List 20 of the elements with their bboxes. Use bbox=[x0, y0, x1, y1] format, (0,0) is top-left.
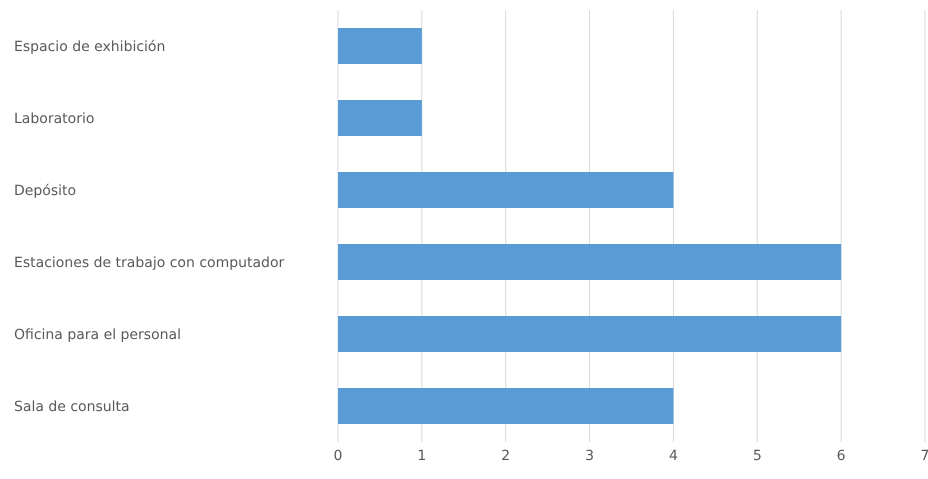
x-tick-label: 7 bbox=[920, 448, 928, 464]
x-tick-label: 0 bbox=[334, 448, 342, 464]
x-tick-label: 2 bbox=[501, 448, 510, 464]
x-tick-label: 6 bbox=[836, 448, 846, 464]
x-tick-label: 4 bbox=[668, 448, 678, 464]
bar bbox=[338, 28, 422, 64]
y-tick-label: Espacio de exhibición bbox=[14, 39, 166, 55]
y-tick-label: Estaciones de trabajo con computador bbox=[14, 255, 285, 271]
bar bbox=[338, 100, 422, 136]
bar bbox=[338, 244, 842, 280]
y-tick-label: Laboratorio bbox=[14, 111, 94, 127]
x-tick-label: 5 bbox=[752, 448, 762, 464]
bar bbox=[338, 316, 842, 352]
x-tick-label: 3 bbox=[585, 448, 594, 464]
bar bbox=[338, 172, 674, 208]
x-tick-label: 1 bbox=[417, 448, 426, 464]
y-tick-label: Depósito bbox=[14, 183, 76, 199]
y-tick-label: Oficina para el personal bbox=[14, 327, 181, 343]
y-tick-label: Sala de consulta bbox=[14, 399, 130, 415]
bar bbox=[338, 388, 674, 424]
